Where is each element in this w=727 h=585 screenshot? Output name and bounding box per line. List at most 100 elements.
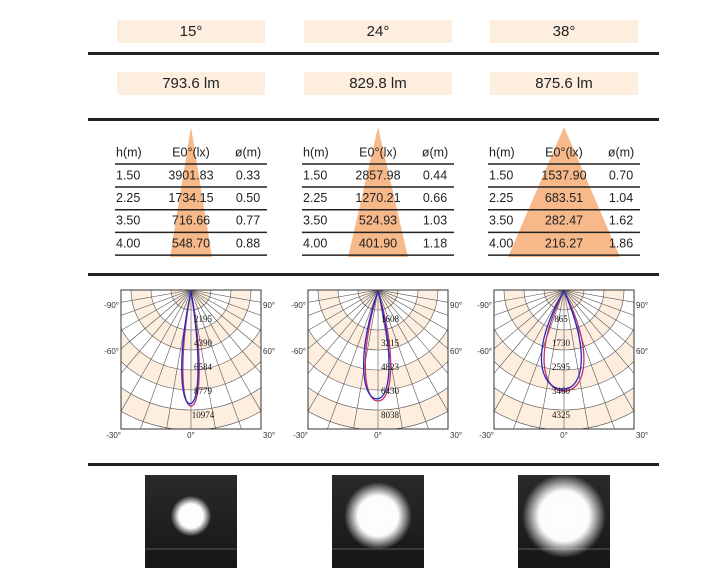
polar-axis-label: 60° [636,347,648,356]
polar-axis-label: 60° [263,347,275,356]
table-cell: 683.51 [545,191,583,205]
polar-axis-label: 30° [636,431,648,440]
table-cell: 1537.90 [541,168,586,182]
luminous-flux: 875.6 lm [535,75,593,92]
polar-curve [540,290,582,390]
polar-spoke [308,290,379,331]
table-cell: 0.33 [236,168,260,182]
polar-axis-label: -30° [479,431,494,440]
polar-value: 3460 [552,386,571,396]
table-cell: 2.25 [303,191,327,205]
table-cell: 4.00 [116,236,140,250]
table-cell: 3901.83 [168,168,213,182]
polar-axis-label: -60° [291,347,306,356]
table-cell: 1734.15 [168,191,213,205]
polar-spoke [377,290,448,350]
polar-curve [543,290,585,392]
table-cell: 216.27 [545,236,583,250]
polar-axis-label: -90° [291,301,306,310]
table-cell: 1.50 [303,168,327,182]
polar-value: 4325 [552,410,571,420]
table-cell: 0.66 [423,191,447,205]
polar-spoke [377,290,448,303]
rule [88,463,659,466]
polar-spoke [494,290,565,374]
polar-axis-label: -60° [477,347,492,356]
polar-spoke [190,290,242,429]
polar-axis-label: -90° [104,301,119,310]
table-cell: 524.93 [359,214,397,228]
polar-value: 8038 [381,410,400,420]
rule [88,52,659,55]
table-header: h(m) [116,145,142,159]
table-cell: 2.25 [489,191,513,205]
polar-spoke [494,290,565,303]
polar-value: 10974 [192,410,215,420]
table-header: ø(m) [608,145,634,159]
table-cell: 2.25 [116,191,140,205]
polar-spoke [563,290,634,331]
flux-box [490,72,638,95]
polar-curve [363,290,390,400]
polar-grid [494,290,634,429]
angle-box [117,20,265,43]
polar-spoke [308,290,379,374]
table-cell: 1270.21 [355,191,400,205]
polar-spoke [513,290,565,429]
polar-spoke [377,290,448,374]
polar-curve [181,290,199,405]
luminous-flux: 793.6 lm [162,75,220,92]
polar-spoke [121,290,192,412]
polar-spoke [539,290,565,429]
table-cell: 2857.98 [355,168,400,182]
beam-angle: 24° [367,23,390,40]
angle-box [490,20,638,43]
table-cell: 1.86 [609,236,633,250]
polar-value: 1730 [552,338,571,348]
polar-curve [364,290,392,402]
table-cell: 1.04 [609,191,633,205]
beam-spot [522,474,606,558]
beam-triangle [170,127,212,257]
table-cell: 4.00 [303,236,327,250]
polar-spoke [377,290,448,412]
beam-angle: 38° [553,23,576,40]
table-header: E0°(lx) [172,145,210,159]
table-cell: 0.70 [609,168,633,182]
polar-spoke [494,290,565,350]
table-cell: 282.47 [545,214,583,228]
table-cell: 401.90 [359,236,397,250]
polar-spoke [563,290,634,316]
flux-box [304,72,452,95]
table-cell: 4.00 [489,236,513,250]
polar-spoke [377,290,403,429]
polar-spoke [308,290,379,350]
luminous-flux: 829.8 lm [349,75,407,92]
polar-spoke [190,290,261,350]
table-cell: 1.50 [116,168,140,182]
polar-spoke [190,290,216,429]
table-cell: 1.62 [609,214,633,228]
polar-spoke [308,290,379,316]
polar-value: 3215 [381,338,400,348]
polar-axis-label: 0° [560,431,568,440]
polar-value: 2595 [552,362,571,372]
polar-spoke [190,290,261,303]
polar-value: 2195 [194,314,213,324]
table-header: ø(m) [422,145,448,159]
polar-axis-label: -30° [106,431,121,440]
table-cell: 716.66 [172,214,210,228]
polar-value: 4823 [381,362,400,372]
polar-axis-label: 90° [450,301,462,310]
polar-spoke [563,290,634,303]
table-cell: 3.50 [489,214,513,228]
polar-frame [493,289,635,430]
polar-spoke [353,290,379,429]
polar-spoke [563,290,589,429]
beam-spot [170,495,212,537]
polar-diagram: 2195 4390 6584 8779 10974 -90° 90° -60° 60° -30° 0… [104,289,275,440]
polar-spoke [308,290,379,412]
polar-spoke [140,290,192,429]
polar-curve [182,290,200,407]
